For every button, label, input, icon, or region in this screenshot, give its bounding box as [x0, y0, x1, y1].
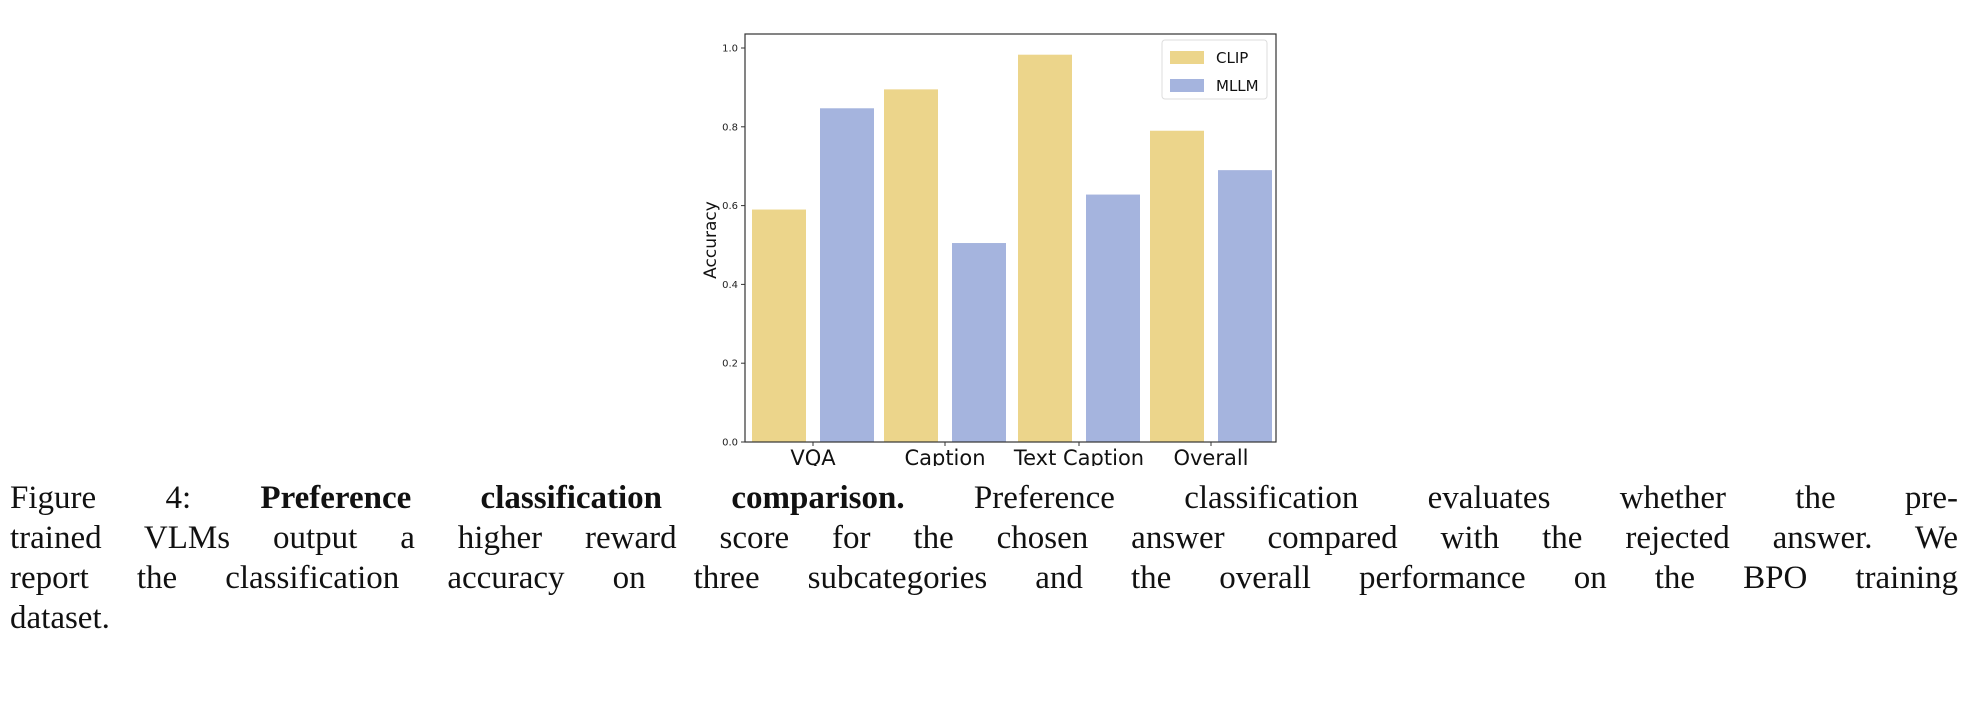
legend-swatch-clip	[1170, 51, 1204, 64]
legend-label-clip: CLIP	[1216, 49, 1248, 67]
legend-label-mllm: MLLM	[1216, 77, 1259, 95]
legend-swatch-mllm	[1170, 79, 1204, 92]
y-axis-label: Accuracy	[701, 201, 721, 279]
caption-line-3: report the classification accuracy on th…	[10, 560, 1958, 596]
bar-chart: 0.0 0.2 0.4 0.6 0.8 1.0 VQA Caption Text Captio…	[701, 33, 1277, 470]
y-tick-label: 1.0	[722, 44, 738, 55]
figure-caption: Figure 4: Preference classification comp…	[10, 478, 1958, 638]
y-tick-label: 0.0	[722, 438, 738, 449]
y-tick-label: 0.6	[722, 201, 738, 212]
x-tick-label: Caption	[904, 446, 985, 470]
bar-clip-vqa	[752, 209, 806, 442]
x-tick-label: Overall	[1173, 446, 1248, 470]
y-tick-label: 0.8	[722, 122, 738, 133]
bar-mllm-overall	[1218, 170, 1272, 442]
caption-title: Preference classification comparison.	[260, 480, 905, 516]
bar-mllm-caption	[952, 243, 1006, 442]
caption-line-2: trained VLMs output a higher reward scor…	[10, 520, 1958, 556]
bar-clip-overall	[1150, 130, 1204, 443]
caption-text: Preference classification evaluates whet…	[973, 480, 1959, 516]
bar-mllm-text-caption	[1086, 194, 1140, 442]
caption-line-4: dataset.	[10, 600, 110, 636]
bar-clip-text-caption	[1018, 54, 1072, 442]
caption-line-1: Figure 4: Preference classification comp…	[10, 478, 1958, 518]
x-tick-label: VQA	[790, 446, 836, 470]
bar-mllm-vqa	[820, 108, 874, 443]
bar-clip-caption	[884, 89, 938, 443]
legend: CLIP MLLM	[1161, 39, 1268, 100]
y-tick-label: 0.2	[722, 359, 738, 370]
axes-frame	[744, 33, 1277, 443]
x-tick-label: Text Caption	[1013, 446, 1144, 470]
figure-label: Figure 4:	[10, 480, 192, 516]
y-tick-label: 0.4	[722, 280, 738, 291]
